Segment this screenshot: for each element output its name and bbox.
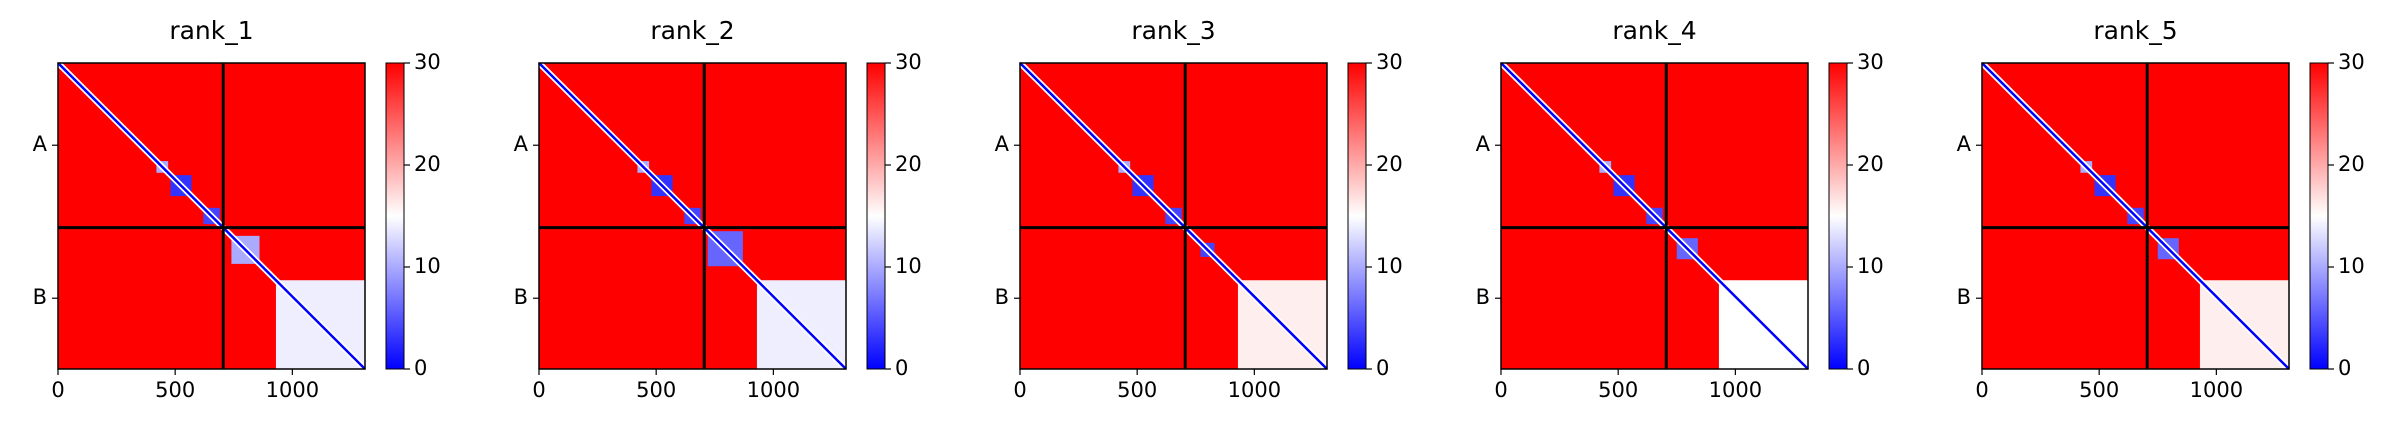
colorbar [385,62,405,370]
x-tick-label: 1000 [2190,378,2243,402]
diagonal [1019,62,1328,370]
colorbar-tick-label: 30 [895,50,922,74]
chart-title: rank_1 [169,16,253,45]
x-tick-label: 1000 [747,378,800,402]
y-tick-label: B [1476,285,1490,309]
colorbar-tick-label: 20 [895,152,922,176]
x-tick-label: 0 [51,378,64,402]
y-tick-label: A [995,132,1010,156]
colorbar-tick-label: 10 [2338,254,2365,278]
colorbar [2309,62,2329,370]
colorbar-tick-label: 10 [1857,254,1884,278]
x-tick-label: 500 [155,378,195,402]
colorbar-tick-label: 30 [1376,50,1403,74]
chart-title: rank_5 [2093,16,2177,45]
colorbar-tick-label: 20 [1857,152,1884,176]
chart-title: rank_3 [1131,16,1215,45]
y-tick-label: B [995,285,1009,309]
colorbar-tick-label: 0 [414,356,427,380]
colorbar-tick-label: 10 [895,254,922,278]
y-tick-label: B [1957,285,1971,309]
plot-frame [57,62,366,370]
colorbar [1828,62,1848,370]
colorbar-tick-label: 0 [895,356,908,380]
plot-frame [1019,62,1328,370]
x-tick-label: 1000 [1709,378,1762,402]
chart-title: rank_4 [1612,16,1696,45]
x-tick-label: 0 [1013,378,1026,402]
y-tick-label: B [514,285,528,309]
colorbar-tick-label: 20 [1376,152,1403,176]
colorbar [1347,62,1367,370]
y-tick-label: A [1957,132,1972,156]
diagonal [538,62,847,370]
x-tick-label: 500 [1117,378,1157,402]
x-tick-label: 1000 [1228,378,1281,402]
colorbar-tick-label: 20 [414,152,441,176]
chart-title: rank_2 [650,16,734,45]
x-tick-label: 0 [532,378,545,402]
x-tick-label: 500 [636,378,676,402]
colorbar-tick-label: 0 [1857,356,1870,380]
y-tick-label: A [1476,132,1491,156]
colorbar-tick-label: 0 [1376,356,1389,380]
plot-frame [1500,62,1809,370]
diagonal [1500,62,1809,370]
x-tick-label: 0 [1494,378,1507,402]
colorbar-tick-label: 20 [2338,152,2365,176]
x-tick-label: 500 [1598,378,1638,402]
plot-frame [538,62,847,370]
colorbar-tick-label: 0 [2338,356,2351,380]
colorbar-tick-label: 30 [414,50,441,74]
x-tick-label: 1000 [266,378,319,402]
colorbar-tick-label: 10 [414,254,441,278]
y-tick-label: B [33,285,47,309]
y-tick-label: A [514,132,529,156]
colorbar-tick-label: 30 [1857,50,1884,74]
colorbar-tick-label: 30 [2338,50,2365,74]
diagonal [57,62,366,370]
colorbar-tick-label: 10 [1376,254,1403,278]
diagonal [1981,62,2290,370]
y-tick-label: A [33,132,48,156]
x-tick-label: 500 [2079,378,2119,402]
plot-frame [1981,62,2290,370]
x-tick-label: 0 [1975,378,1988,402]
colorbar [866,62,886,370]
